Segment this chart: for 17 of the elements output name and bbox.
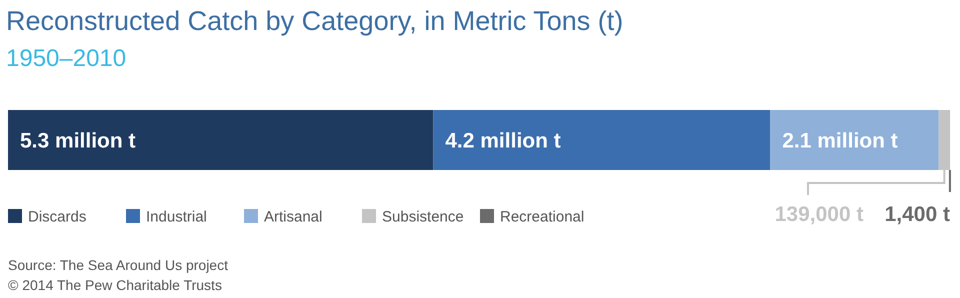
chart-title: Reconstructed Catch by Category, in Metric Tons (t) [6,6,624,36]
data-label: 4.2 million t [445,129,561,152]
legend-label: Artisanal [264,208,322,226]
data-label: 2.1 million t [782,129,898,152]
bar [8,110,434,170]
data-label: 1,400 t [884,203,950,226]
legend-label: Recreational [500,208,584,226]
chart-subtitle: 1950–2010 [6,45,126,72]
source-note: Source: The Sea Around Us project [8,257,228,273]
data-label: 139,000 t [774,203,864,226]
legend-label: Discards [28,208,86,226]
text: © 2014 The Pew Charitable Trusts [8,277,222,293]
bar [770,110,939,170]
bar [433,110,770,170]
legend-label: Subsistence [382,208,464,226]
legend-label: Industrial [146,208,207,226]
data-label: 5.3 million t [20,129,136,152]
